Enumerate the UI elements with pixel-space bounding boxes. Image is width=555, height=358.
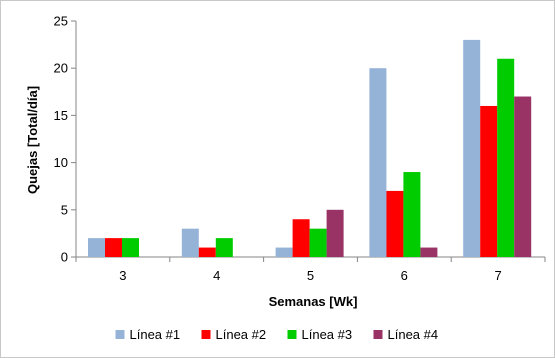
bar — [463, 39, 481, 257]
y-tick-label: 5 — [61, 202, 68, 217]
tick-labels: 0 5 10 15 20 25 3 4 5 6 7 — [54, 14, 502, 284]
legend-label: Línea #2 — [216, 327, 267, 342]
legend-label: Línea #3 — [302, 327, 353, 342]
bar — [369, 68, 387, 257]
x-tick-label: 6 — [401, 268, 408, 283]
bar — [122, 238, 139, 257]
y-tick-label: 10 — [54, 155, 68, 170]
bar — [403, 172, 421, 257]
y-tick-label: 25 — [54, 14, 68, 29]
y-axis-title-group: Quejas [Total/día] — [25, 86, 40, 194]
y-tick-label: 20 — [54, 61, 68, 76]
legend-swatch — [201, 330, 211, 339]
legend-swatch — [373, 330, 383, 339]
legend: Línea #1 Línea #2 Línea #3 Línea #4 — [115, 327, 439, 342]
y-tick-label: 15 — [54, 108, 68, 123]
legend-label: Línea #1 — [130, 327, 181, 342]
bar — [420, 247, 438, 257]
x-axis-title: Semanas [Wk] — [269, 294, 358, 309]
bar — [497, 58, 515, 258]
x-tick-label: 7 — [494, 268, 501, 283]
y-tick-label: 0 — [61, 250, 68, 265]
bar — [275, 247, 293, 257]
legend-swatch — [115, 330, 125, 339]
bar — [480, 105, 498, 258]
y-axis-title: Quejas [Total/día] — [25, 86, 40, 194]
bar — [386, 190, 404, 257]
bar — [88, 238, 105, 257]
bar — [292, 219, 310, 257]
legend-label: Línea #4 — [388, 327, 439, 342]
bar — [198, 247, 216, 257]
bar — [181, 228, 199, 257]
bar — [215, 238, 233, 257]
bar — [309, 228, 327, 257]
bar — [105, 238, 122, 257]
x-tick-label: 3 — [119, 268, 126, 283]
bar — [326, 209, 344, 257]
bars — [88, 39, 532, 258]
x-tick-label: 5 — [307, 268, 314, 283]
x-tick-label: 4 — [213, 268, 220, 283]
legend-swatch — [287, 330, 297, 339]
bar — [514, 96, 532, 258]
